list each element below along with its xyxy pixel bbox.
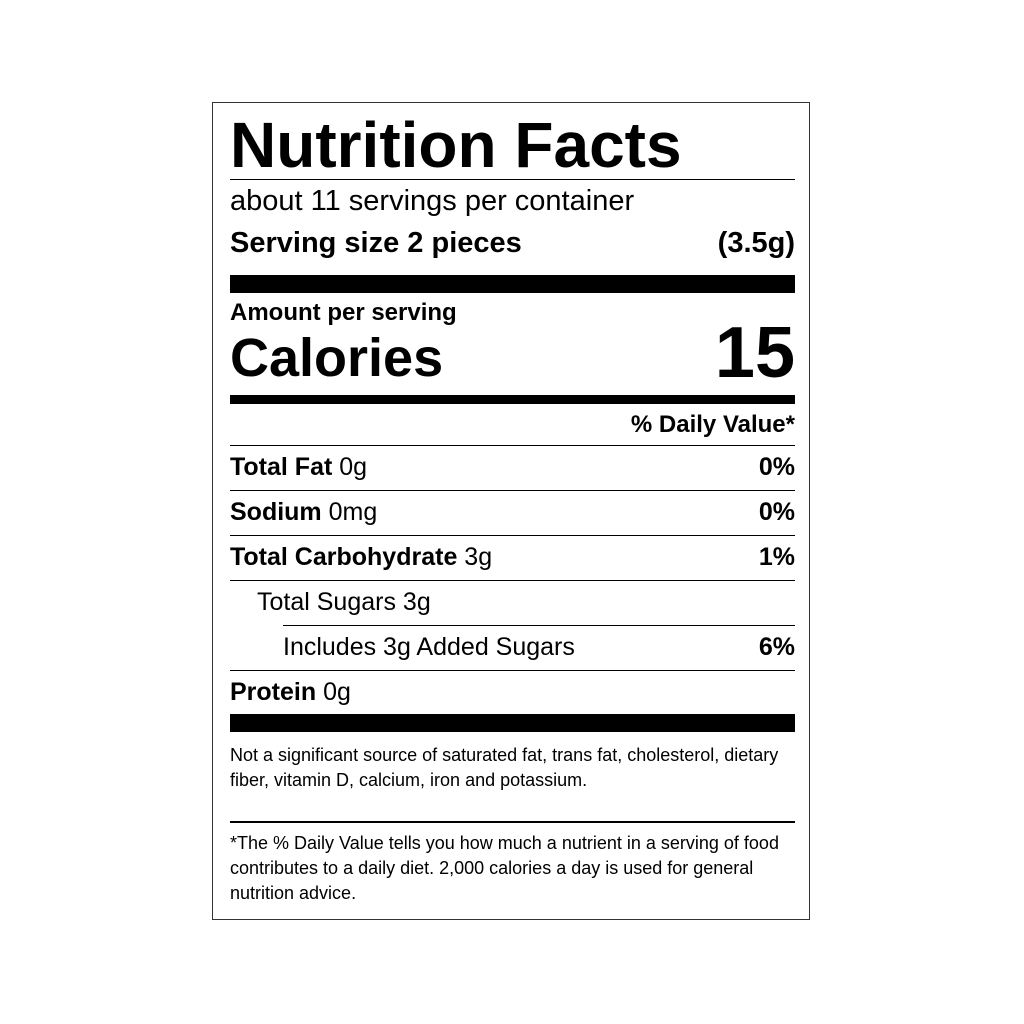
daily-value-header-text: % Daily Value* — [630, 411, 795, 438]
nutrient-amount: 0mg — [328, 498, 378, 526]
nutrient-row-protein: Protein 0g — [230, 678, 795, 707]
nutrient-name: Sodium — [230, 498, 322, 526]
serving-size-row: Serving size 2 pieces (3.5g) — [230, 227, 795, 260]
divider — [230, 490, 795, 491]
divider — [230, 179, 795, 180]
divider — [230, 670, 795, 671]
thick-divider — [230, 714, 795, 732]
nutrient-row-total-sugars: Total Sugars 3g — [257, 588, 795, 617]
serving-size-value: (3.5g) — [717, 227, 795, 259]
nutrient-row-total-fat: Total Fat 0g 0% — [230, 453, 795, 482]
nutrient-row-added-sugars: Includes 3g Added Sugars 6% — [283, 633, 795, 662]
nutrient-name: Protein — [230, 678, 317, 706]
nutrient-amount: 0g — [323, 678, 351, 706]
nutrition-facts-label: Nutrition Facts about 11 servings per co… — [212, 102, 810, 920]
divider — [230, 535, 795, 536]
nutrient-name: Includes 3g Added Sugars — [283, 633, 575, 661]
nutrient-name: Total Sugars 3g — [257, 588, 431, 616]
divider — [230, 580, 795, 581]
nutrient-dv: 0% — [758, 498, 795, 526]
label-title: Nutrition Facts — [230, 109, 682, 181]
daily-value-header: % Daily Value* — [230, 411, 795, 439]
medium-divider — [230, 395, 795, 404]
thick-divider — [230, 275, 795, 293]
nutrient-row-sodium: Sodium 0mg 0% — [230, 498, 795, 527]
divider — [230, 445, 795, 446]
amount-per-serving: Amount per serving — [230, 299, 457, 326]
nutrient-name: Total Carbohydrate — [230, 543, 458, 571]
divider — [283, 625, 795, 626]
not-significant-note: Not a significant source of saturated fa… — [230, 745, 779, 790]
calories-row: Calories 15 — [230, 317, 795, 389]
nutrient-amount: 3g — [464, 543, 493, 571]
nutrient-dv: 1% — [758, 543, 795, 571]
nutrient-row-carbohydrate: Total Carbohydrate 3g 1% — [230, 543, 795, 572]
nutrient-name: Total Fat — [230, 453, 333, 481]
nutrient-dv: 0% — [758, 453, 795, 481]
serving-size-label: Serving size 2 pieces — [230, 227, 522, 259]
calories-label: Calories — [230, 328, 444, 388]
daily-value-footnote: *The % Daily Value tells you how much a … — [230, 833, 779, 903]
nutrient-amount: 0g — [339, 453, 368, 481]
divider — [230, 821, 795, 823]
calories-value: 15 — [714, 313, 795, 393]
nutrient-dv: 6% — [758, 633, 795, 661]
servings-per-container: about 11 servings per container — [230, 185, 635, 217]
